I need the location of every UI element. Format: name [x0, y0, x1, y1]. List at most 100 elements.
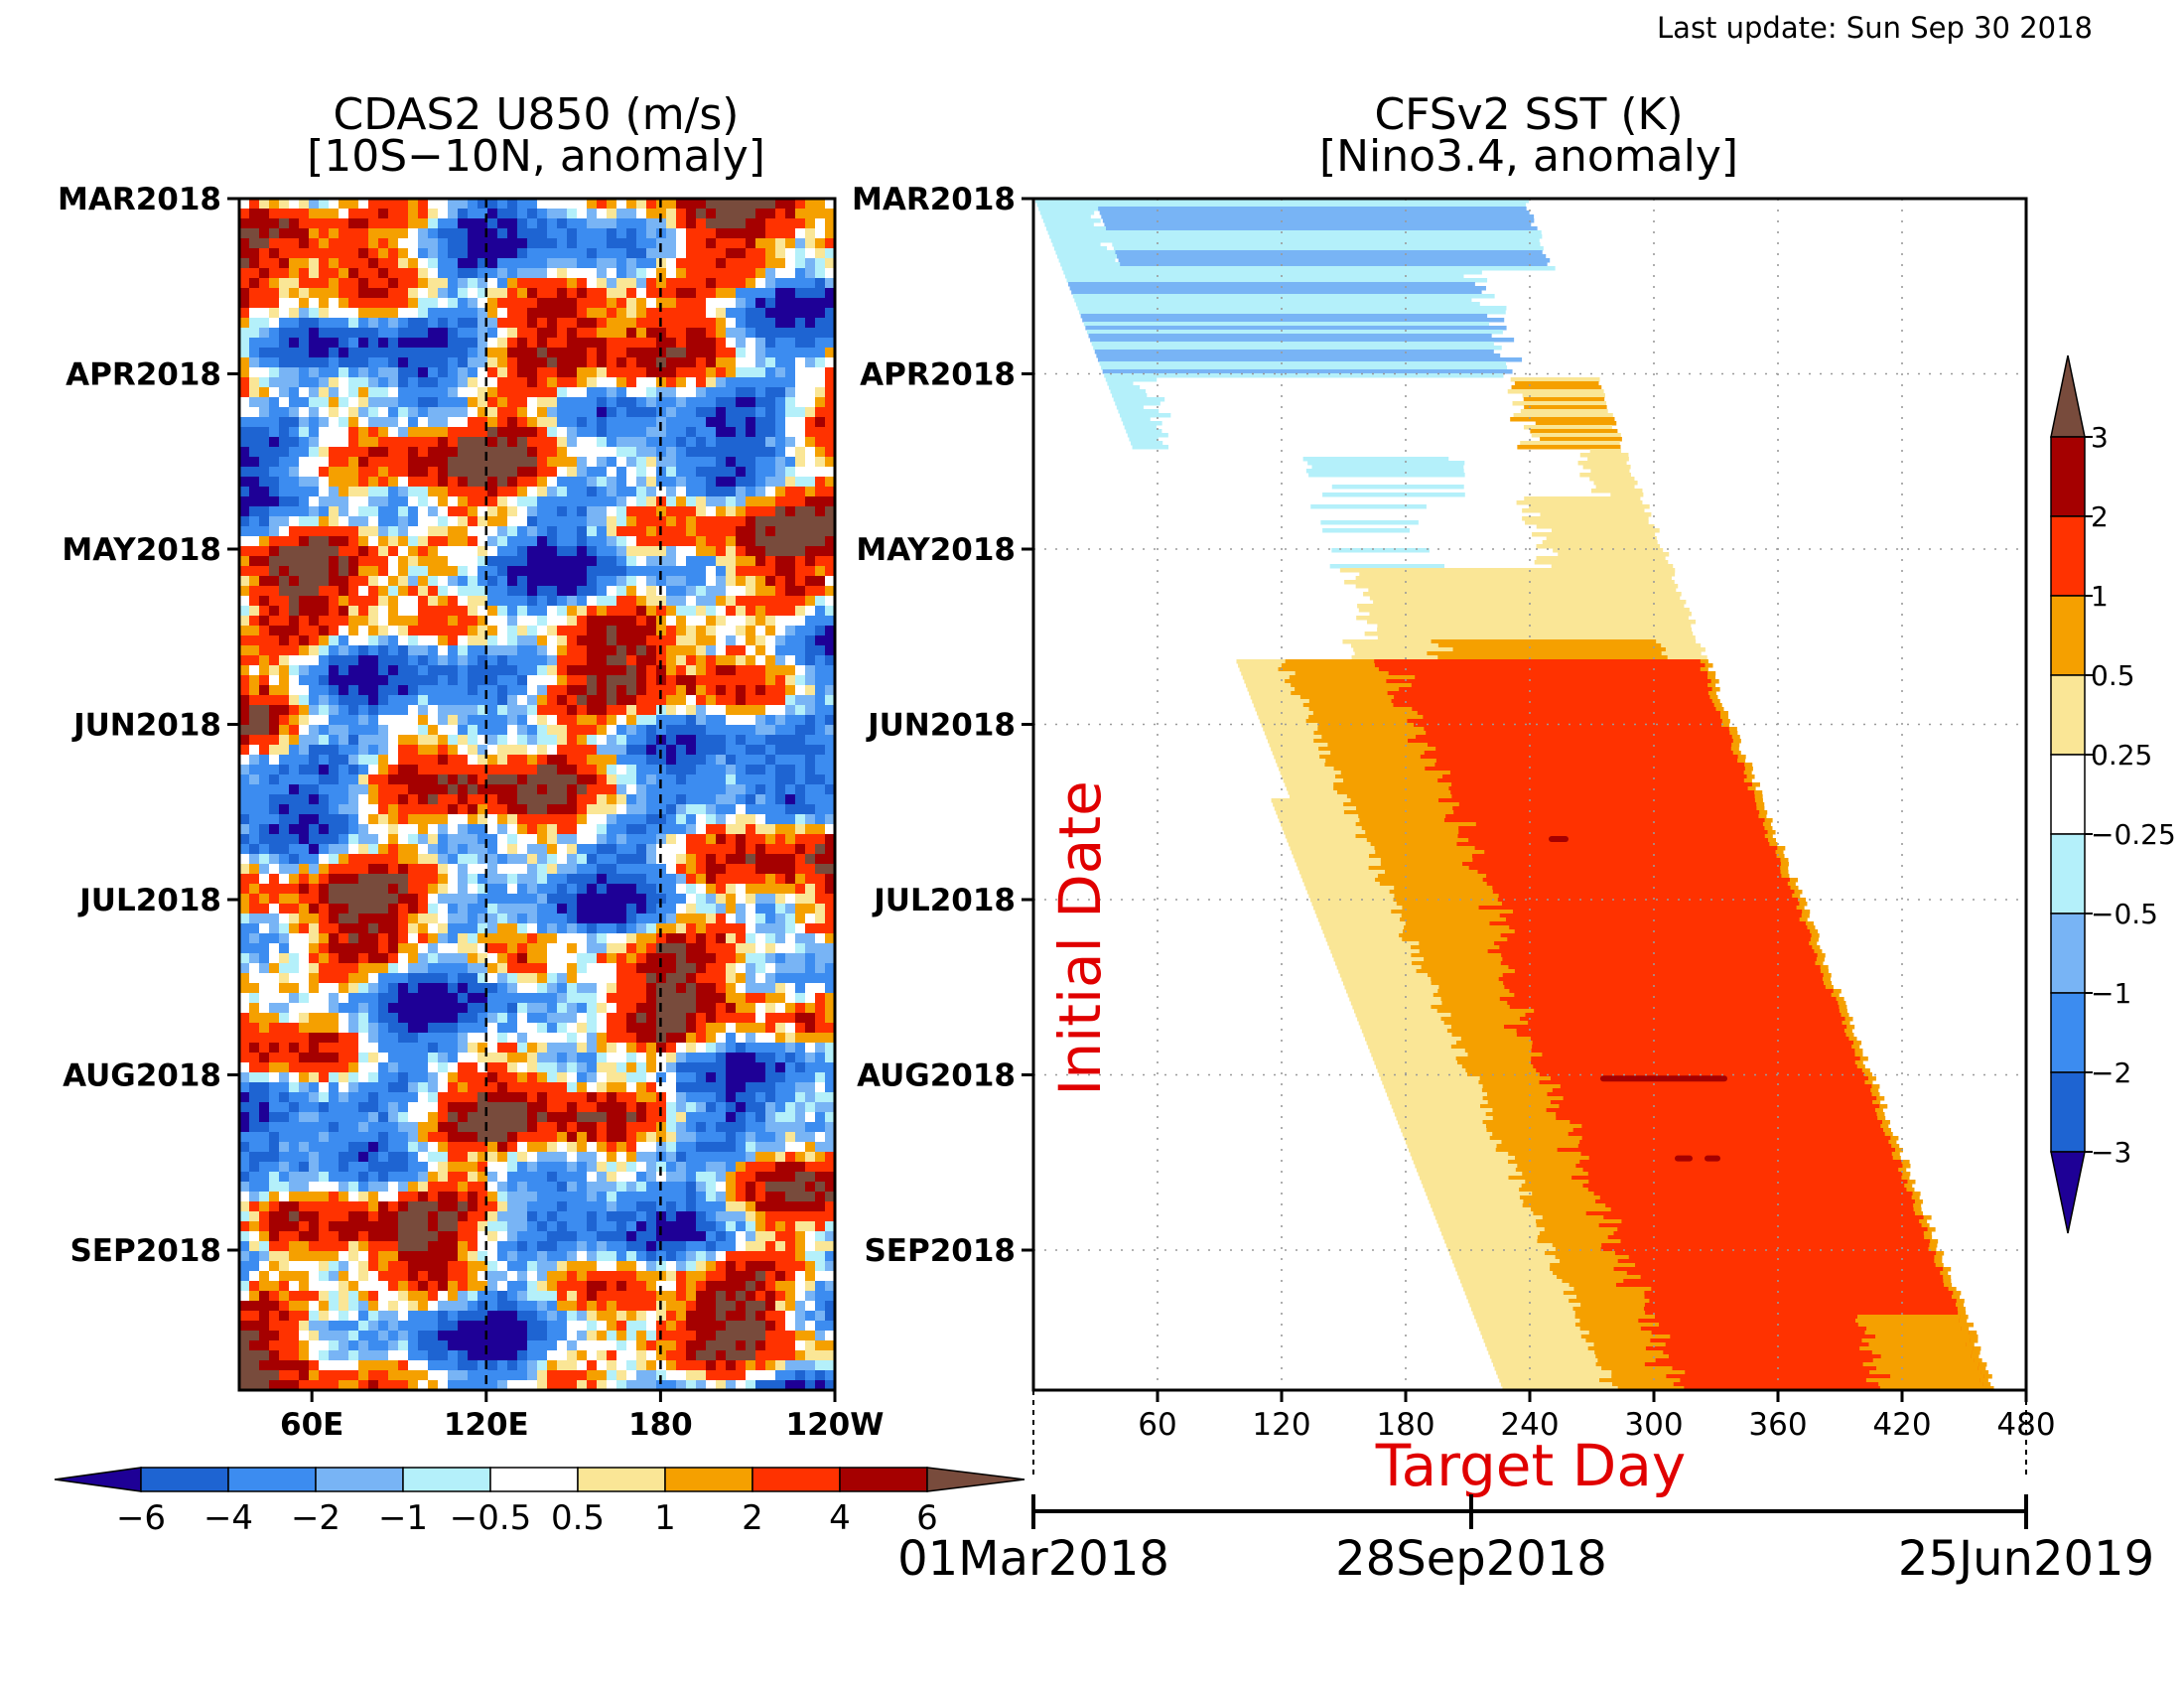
u850-cell: [309, 348, 320, 358]
u850-cell: [825, 596, 836, 607]
u850-cell: [299, 665, 310, 676]
u850-cell: [319, 447, 330, 458]
u850-cell: [458, 487, 469, 497]
u850-cell: [478, 526, 488, 537]
u850-cell: [726, 665, 737, 676]
u850-cell: [378, 854, 389, 865]
u850-cell: [299, 238, 310, 249]
u850-cell: [497, 933, 508, 944]
u850-cell: [616, 377, 627, 388]
u850-cell: [795, 268, 806, 279]
u850-cell: [438, 943, 449, 954]
u850-cell: [408, 834, 419, 845]
u850-cell: [557, 655, 568, 666]
u850-cell: [616, 774, 627, 785]
u850-cell: [706, 288, 717, 299]
u850-cell: [716, 308, 727, 319]
u850-cell: [527, 616, 538, 627]
u850-cell: [348, 576, 359, 587]
u850-cell: [388, 695, 399, 706]
u850-cell: [616, 963, 627, 974]
u850-cell: [269, 1003, 280, 1014]
u850-cell: [825, 894, 836, 905]
u850-cell: [547, 357, 558, 368]
u850-cell: [348, 536, 359, 547]
u850-cell: [795, 586, 806, 597]
u850-cell: [408, 268, 419, 279]
u850-cell: [507, 258, 518, 269]
u850-cell: [358, 1003, 369, 1014]
u850-cell: [368, 228, 379, 239]
u850-cell: [309, 447, 320, 458]
u850-cell: [537, 685, 548, 696]
u850-cell: [309, 288, 320, 299]
u850-cell: [448, 258, 459, 269]
u850-cell: [587, 516, 598, 527]
u850-cell: [706, 765, 717, 775]
u850-cell: [746, 804, 756, 815]
u850-cell: [478, 635, 488, 646]
u850-cell: [686, 943, 697, 954]
u850-cell: [289, 199, 300, 210]
u850-cell: [398, 496, 409, 507]
u850-cell: [368, 844, 379, 855]
u850-cell: [358, 755, 369, 766]
u850-cell: [557, 983, 568, 994]
u850-cell: [487, 318, 498, 329]
u850-cell: [527, 377, 538, 388]
u850-cell: [567, 864, 578, 875]
u850-cell: [676, 923, 687, 934]
u850-cell: [378, 665, 389, 676]
u850-cell: [428, 377, 439, 388]
u850-cell: [378, 745, 389, 756]
u850-cell: [557, 774, 568, 785]
u850-cell: [646, 576, 657, 587]
u850-cell: [567, 1013, 578, 1024]
u850-cell: [259, 318, 270, 329]
u850-cell: [616, 923, 627, 934]
u850-cell: [716, 993, 727, 1004]
u850-cell: [289, 397, 300, 408]
u850-cell: [428, 516, 439, 527]
u850-cell: [785, 864, 796, 875]
u850-cell: [448, 814, 459, 825]
u850-cell: [626, 496, 637, 507]
u850-cell: [696, 586, 707, 597]
u850-cell: [785, 387, 796, 398]
u850-cell: [547, 963, 558, 974]
u850-cell: [646, 1013, 657, 1024]
u850-cell: [289, 1003, 300, 1014]
u850-cell: [557, 626, 568, 636]
u850-cell: [239, 566, 250, 577]
u850-cell: [388, 943, 399, 954]
u850-cell: [319, 387, 330, 398]
u850-cell: [438, 735, 449, 746]
u850-cell: [408, 695, 419, 706]
u850-cell: [775, 745, 786, 756]
u850-cell: [259, 308, 270, 319]
u850-cell: [448, 546, 459, 557]
u850-cell: [666, 328, 677, 339]
u850-cell: [557, 447, 568, 458]
u850-cell: [726, 258, 737, 269]
u850-cell: [825, 258, 836, 269]
u850-cell: [309, 268, 320, 279]
u850-cell: [746, 784, 756, 795]
u850-cell: [319, 268, 330, 279]
u850-cell: [348, 616, 359, 627]
u850-cell: [309, 784, 320, 795]
u850-cell: [517, 447, 528, 458]
u850-cell: [368, 745, 379, 756]
u850-cell: [458, 586, 469, 597]
u850-cell: [487, 298, 498, 309]
u850-cell: [646, 834, 657, 845]
u850-cell: [358, 238, 369, 249]
u850-cell: [507, 447, 518, 458]
u850-cell: [656, 397, 667, 408]
u850-cell: [378, 735, 389, 746]
u850-cell: [646, 367, 657, 378]
u850-cell: [269, 298, 280, 309]
u850-cell: [666, 914, 677, 924]
u850-cell: [775, 963, 786, 974]
u850-cell: [378, 417, 389, 428]
